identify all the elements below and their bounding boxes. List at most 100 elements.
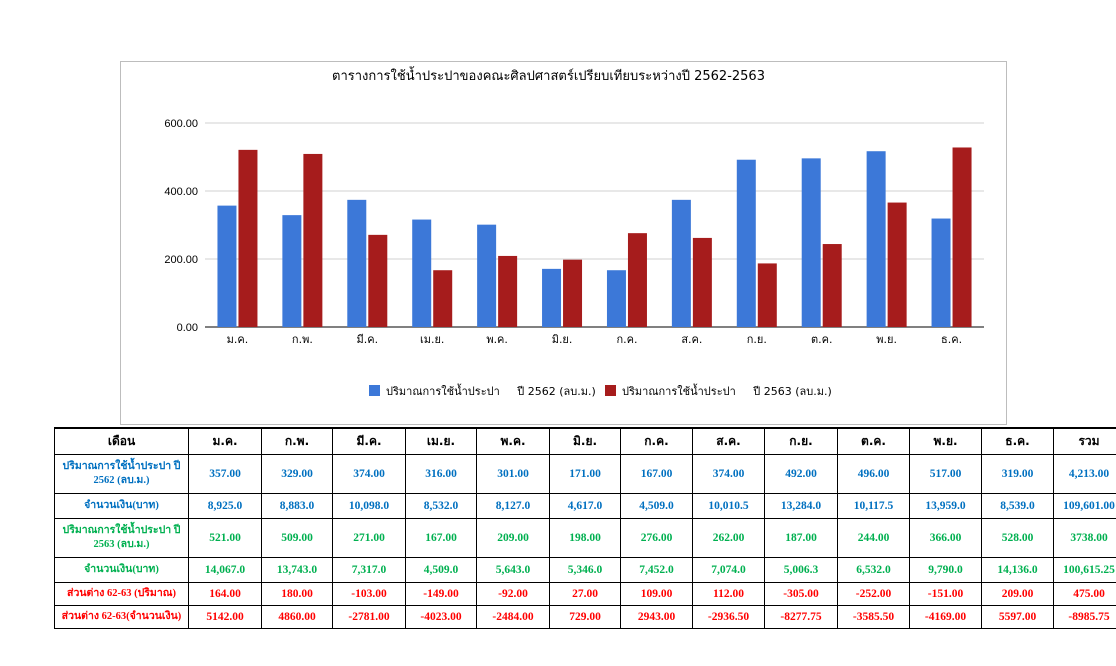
- table-cell: 509.00: [261, 518, 333, 558]
- table-header-cell: มี.ค.: [332, 427, 406, 455]
- table-cell: 301.00: [476, 454, 550, 494]
- table-cell: 5597.00: [981, 605, 1054, 629]
- table-cell: 14,067.0: [188, 557, 262, 583]
- table-cell: 100,615.25: [1053, 557, 1116, 583]
- table-header-cell: ก.ค.: [620, 427, 693, 455]
- x-tick-label: ม.ค.: [227, 333, 249, 346]
- x-tick-label: พ.ค.: [486, 333, 508, 346]
- table-cell: 13,284.0: [764, 493, 838, 519]
- table-row: จำนวนเงิน(บาท) 8,925.0 8,883.0 10,098.0 8,53…: [54, 493, 1116, 519]
- bar: [866, 151, 886, 327]
- bar: [217, 205, 237, 327]
- table-cell: 187.00: [764, 518, 838, 558]
- bar: [477, 224, 497, 327]
- table-cell: -92.00: [476, 582, 550, 606]
- table-cell: 492.00: [764, 454, 838, 494]
- table-cell: 5,643.0: [476, 557, 550, 583]
- table-cell: 10,010.5: [692, 493, 765, 519]
- bar: [412, 219, 432, 327]
- chart-frame: ตารางการใช้น้ำประปาของคณะศิลปศาสตร์เปรีย…: [120, 61, 1007, 425]
- legend-label: ปริมาณการใช้น้ำประปา ปี 2563 (ลบ.ม.): [622, 383, 832, 398]
- table-cell: -305.00: [764, 582, 838, 606]
- table-cell: 374.00: [692, 454, 765, 494]
- table-cell: 5,006.3: [764, 557, 838, 583]
- bar: [952, 147, 972, 327]
- table-cell: 171.00: [549, 454, 621, 494]
- table-cell: 475.00: [1053, 582, 1116, 606]
- bar: [887, 202, 907, 327]
- table-cell: 729.00: [549, 605, 621, 629]
- row-label: ส่วนต่าง 62-63(จำนวนเงิน): [54, 605, 189, 629]
- table-cell: -8985.75: [1053, 605, 1116, 629]
- table-cell: 521.00: [188, 518, 262, 558]
- table-cell: 7,317.0: [332, 557, 406, 583]
- table-cell: 13,743.0: [261, 557, 333, 583]
- bar: [606, 270, 626, 327]
- table-cell: 209.00: [476, 518, 550, 558]
- table-cell: 180.00: [261, 582, 333, 606]
- x-tick-label: ธ.ค.: [941, 333, 962, 346]
- table-cell: -8277.75: [764, 605, 838, 629]
- table-row: ปริมาณการใช้น้ำประปา ปี 2563 (ลบ.ม.) 521.…: [54, 518, 1116, 558]
- x-tick-label: พ.ย.: [876, 333, 897, 346]
- table-cell: 528.00: [981, 518, 1054, 558]
- table-cell: 7,452.0: [620, 557, 693, 583]
- y-tick-label: 200.00: [164, 254, 198, 266]
- table-cell: 316.00: [405, 454, 477, 494]
- table-cell: -252.00: [837, 582, 910, 606]
- table-cell: 2943.00: [620, 605, 693, 629]
- table-cell: 374.00: [332, 454, 406, 494]
- x-tick-label: มี.ค.: [356, 333, 378, 346]
- x-tick-label: ก.ค.: [616, 333, 637, 346]
- table-header-row: เดือน ม.ค. ก.พ. มี.ค. เม.ย. พ.ค. มิ.ย. ก.ค. ส.ค.…: [54, 427, 1116, 455]
- row-label: จำนวนเงิน(บาท): [54, 493, 189, 519]
- x-tick-label: ก.พ.: [292, 333, 313, 346]
- table-row: ส่วนต่าง 62-63(จำนวนเงิน) 5142.00 4860.00-…: [54, 605, 1116, 629]
- table-cell: 8,539.0: [981, 493, 1054, 519]
- bar: [627, 233, 647, 327]
- bar-chart: ตารางการใช้น้ำประปาของคณะศิลปศาสตร์เปรีย…: [164, 66, 984, 398]
- table-cell: -4023.00: [405, 605, 477, 629]
- table-cell: 271.00: [332, 518, 406, 558]
- row-label: ปริมาณการใช้น้ำประปา ปี 2563 (ลบ.ม.): [54, 518, 189, 558]
- table-cell: 329.00: [261, 454, 333, 494]
- table-cell: 167.00: [620, 454, 693, 494]
- table-cell: 209.00: [981, 582, 1054, 606]
- table-row: ปริมาณการใช้น้ำประปา ปี 2562 (ลบ.ม.) 357.…: [54, 454, 1116, 494]
- y-tick-label: 600.00: [164, 118, 198, 130]
- table-cell: 4,213.00: [1053, 454, 1116, 494]
- table-cell: 8,532.0: [405, 493, 477, 519]
- table-cell: 198.00: [549, 518, 621, 558]
- table-header-cell: พ.ย.: [909, 427, 982, 455]
- bar: [931, 218, 951, 327]
- table-cell: 8,925.0: [188, 493, 262, 519]
- table-row: ส่วนต่าง 62-63 (ปริมาณ) 164.00 180.00 -103.…: [54, 582, 1116, 606]
- bar: [736, 159, 756, 327]
- table-cell: 10,098.0: [332, 493, 406, 519]
- y-tick-label: 0.00: [177, 322, 198, 334]
- x-tick-label: ก.ย.: [747, 333, 767, 346]
- table-header-cell: ส.ค.: [692, 427, 765, 455]
- table-cell: 27.00: [549, 582, 621, 606]
- bar: [671, 199, 691, 327]
- table-cell: 109,601.00: [1053, 493, 1116, 519]
- table-cell: 10,117.5: [837, 493, 910, 519]
- table-cell: 262.00: [692, 518, 765, 558]
- table-cell: -2484.00: [476, 605, 550, 629]
- table-header-cell: ก.พ.: [261, 427, 333, 455]
- table-cell: 366.00: [909, 518, 982, 558]
- table-cell: -2936.50: [692, 605, 765, 629]
- bar: [563, 259, 583, 327]
- y-tick-label: 400.00: [164, 186, 198, 198]
- table-cell: -4169.00: [909, 605, 982, 629]
- table-cell: 4,509.0: [405, 557, 477, 583]
- x-tick-label: เม.ย.: [420, 333, 444, 346]
- chart-title: ตารางการใช้น้ำประปาของคณะศิลปศาสตร์เปรีย…: [332, 66, 765, 84]
- bar: [542, 268, 562, 327]
- bar: [433, 270, 453, 327]
- bar: [282, 215, 302, 327]
- table-cell: -103.00: [332, 582, 406, 606]
- x-tick-label: มิ.ย.: [552, 333, 573, 346]
- table-cell: 9,790.0: [909, 557, 982, 583]
- table-cell: -2781.00: [332, 605, 406, 629]
